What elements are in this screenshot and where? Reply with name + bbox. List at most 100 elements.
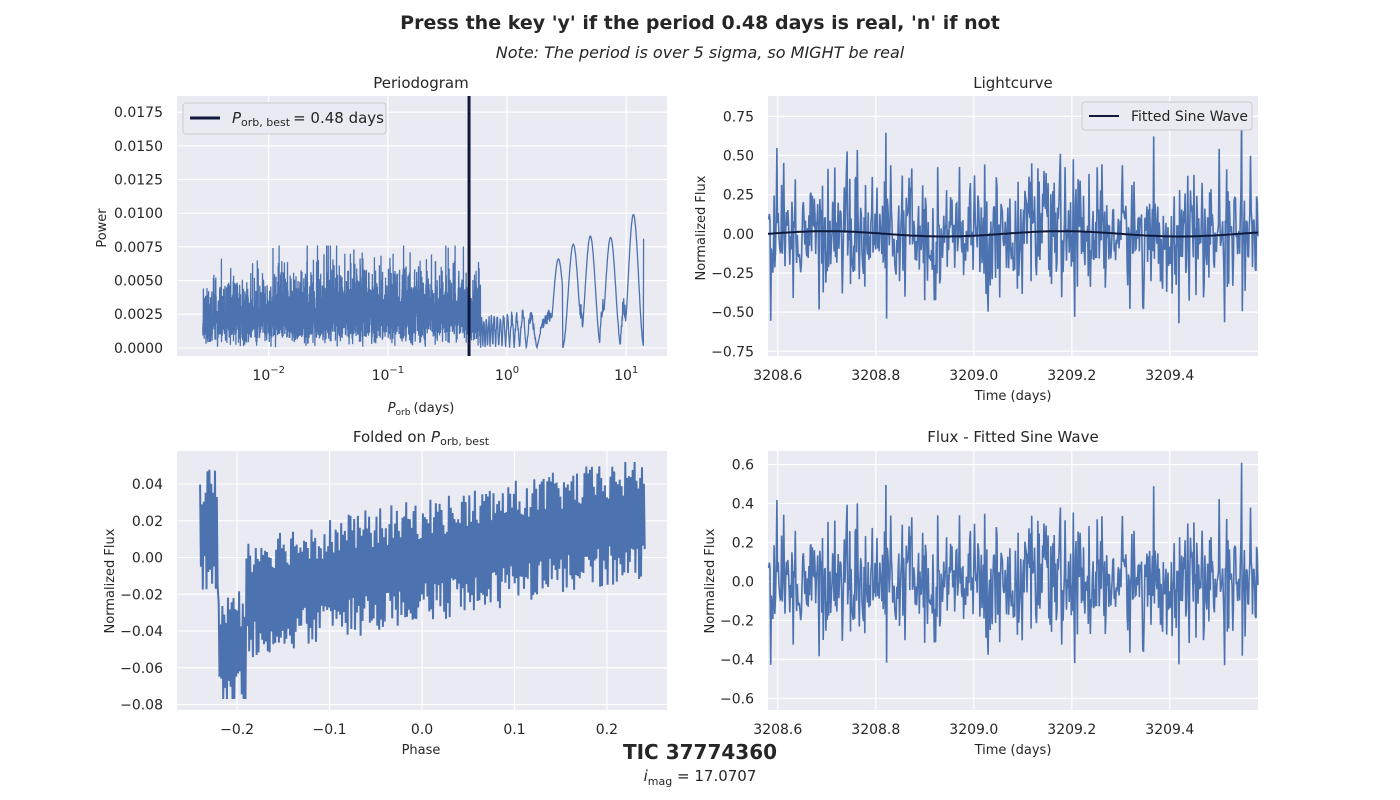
x-tick-label: 3209.0: [949, 368, 998, 384]
residual-x-ticks: 3208.6 3208.8 3209.0 3209.2 3209.4: [753, 722, 1194, 738]
x-label-units: (days): [413, 401, 454, 416]
magnitude-value: = 17.0707: [677, 767, 757, 785]
y-tick-label: 0.0100: [114, 206, 163, 222]
y-tick-label: −0.50: [711, 305, 754, 321]
x-tick-base: 10: [614, 368, 632, 384]
magnitude-subscript: mag: [647, 775, 673, 788]
residual-y-ticks: −0.6 −0.4 −0.2 0.0 0.2 0.4 0.6: [720, 458, 754, 708]
figure-title: Press the key 'y' if the period 0.48 day…: [400, 12, 1000, 34]
x-label-subscript: orb: [396, 408, 411, 418]
y-tick-label: 0.75: [723, 109, 754, 125]
y-tick-label: 0.0150: [114, 139, 163, 155]
folded-y-label: Normalized Flux: [103, 528, 118, 633]
legend-value: = 0.48 days: [293, 109, 384, 127]
y-tick-label: 0.25: [723, 188, 754, 204]
folded-title-prefix: Folded on: [353, 428, 426, 446]
x-tick-base: 10: [252, 368, 270, 384]
x-tick-exponent: −2: [270, 365, 285, 376]
fitted-sine-wave-line: [767, 230, 1259, 238]
folded-title-symbol: P: [431, 428, 441, 446]
y-tick-label: −0.6: [720, 691, 754, 707]
folded-x-ticks: −0.2 −0.1 0.0 0.1 0.2: [220, 722, 618, 738]
y-tick-label: −0.75: [711, 344, 754, 360]
x-tick-label: 3208.8: [851, 368, 900, 384]
periodogram-legend-label: Porb, best = 0.48 days: [232, 109, 384, 129]
y-tick-label: −0.25: [711, 266, 754, 282]
folded-x-label: Phase: [402, 743, 441, 758]
legend-subscript: orb, best: [241, 116, 291, 129]
periodogram-y-ticks: 0.0000 0.0025 0.0050 0.0075 0.0100 0.0125 0.01…: [114, 105, 163, 357]
y-tick-label: −0.4: [720, 652, 754, 668]
x-tick-label: 100: [495, 365, 519, 384]
periodogram-legend-box: [182, 102, 387, 135]
x-tick-base: 10: [372, 368, 390, 384]
x-tick-label: 3209.0: [949, 722, 998, 738]
lightcurve-panel: Lightcurve −0.75 −0.50 −0.25 0.00 0.25 0.50 0.…: [694, 74, 1259, 404]
y-tick-label: 0.00: [132, 551, 163, 567]
periodogram-x-label: Porb (days): [388, 401, 455, 418]
x-tick-label: 10−2: [252, 365, 285, 384]
folded-title: Folded on Porb, best: [353, 428, 490, 448]
y-tick-label: −0.04: [120, 624, 163, 640]
lightcurve-legend-box: [1081, 101, 1253, 131]
figure-subtitle: Note: The period is over 5 sigma, so MIG…: [495, 43, 905, 62]
folded-panel: Folded on Porb, best −0.08 −0.06 −0.04 −0.02…: [103, 428, 667, 758]
x-tick-label: 10−1: [372, 365, 405, 384]
x-tick-label: 3209.2: [1047, 368, 1096, 384]
y-tick-label: 0.0000: [114, 341, 163, 357]
x-tick-base: 10: [495, 368, 513, 384]
lightcurve-legend-label: Fitted Sine Wave: [1131, 109, 1248, 125]
y-tick-label: 0.2: [732, 536, 754, 552]
folded-y-ticks: −0.08 −0.06 −0.04 −0.02 0.00 0.02 0.04: [120, 477, 163, 713]
residual-panel: Flux - Fitted Sine Wave −0.6 −0.4 −0.2 0.0 0…: [703, 428, 1259, 758]
y-tick-label: −0.06: [120, 661, 163, 677]
x-tick-label: 3208.6: [753, 722, 802, 738]
periodogram-title: Periodogram: [373, 74, 468, 92]
magnitude-label: imag = 17.0707: [644, 767, 757, 788]
x-tick-exponent: 1: [632, 365, 638, 376]
x-tick-label: 0.0: [411, 722, 433, 738]
x-tick-exponent: 0: [513, 365, 519, 376]
x-label-symbol: P: [388, 401, 396, 416]
residual-y-label: Normalized Flux: [703, 528, 718, 633]
y-tick-label: 0.0: [732, 574, 754, 590]
y-tick-label: 0.0050: [114, 274, 163, 290]
x-tick-label: −0.2: [220, 722, 254, 738]
y-tick-label: 0.04: [132, 477, 163, 493]
y-tick-label: 0.50: [723, 149, 754, 165]
lightcurve-y-ticks: −0.75 −0.50 −0.25 0.00 0.25 0.50 0.75: [711, 109, 754, 360]
periodogram-x-ticks: 10−2 10−1 100 101: [252, 365, 638, 384]
x-tick-label: −0.1: [313, 722, 347, 738]
x-tick-label: 0.2: [596, 722, 618, 738]
lightcurve-flux-line: [767, 109, 1259, 324]
folded-flux-line: [199, 461, 646, 700]
y-tick-label: −0.02: [120, 587, 163, 603]
residual-x-label: Time (days): [974, 743, 1052, 758]
y-tick-label: −0.2: [720, 613, 754, 629]
x-tick-exponent: −1: [389, 365, 404, 376]
periodogram-panel: Periodogram 0.0000 0.0025 0.0050 0.0075 0.01…: [95, 74, 667, 418]
periodogram-series-line: [202, 213, 645, 350]
residual-flux-line: [767, 462, 1259, 666]
residual-title: Flux - Fitted Sine Wave: [927, 428, 1098, 446]
x-tick-label: 3209.4: [1145, 722, 1194, 738]
lightcurve-x-label: Time (days): [974, 389, 1052, 404]
object-name: TIC 37774360: [622, 740, 778, 764]
lightcurve-y-label: Normalized Flux: [694, 175, 709, 280]
x-tick-label: 3209.2: [1047, 722, 1096, 738]
y-tick-label: 0.0075: [114, 240, 163, 256]
y-tick-label: 0.0175: [114, 105, 163, 121]
y-tick-label: 0.02: [132, 514, 163, 530]
y-tick-label: 0.0125: [114, 173, 163, 189]
lightcurve-x-ticks: 3208.6 3208.8 3209.0 3209.2 3209.4: [753, 368, 1194, 384]
lightcurve-title: Lightcurve: [973, 74, 1052, 92]
y-tick-label: 0.00: [723, 227, 754, 243]
x-tick-label: 3208.8: [851, 722, 900, 738]
folded-title-subscript: orb, best: [440, 435, 490, 448]
x-tick-label: 3209.4: [1145, 368, 1194, 384]
y-tick-label: −0.08: [120, 697, 163, 713]
periodogram-legend: Porb, best = 0.48 days: [182, 102, 387, 135]
x-tick-label: 3208.6: [753, 368, 802, 384]
periodogram-y-label: Power: [95, 208, 110, 248]
